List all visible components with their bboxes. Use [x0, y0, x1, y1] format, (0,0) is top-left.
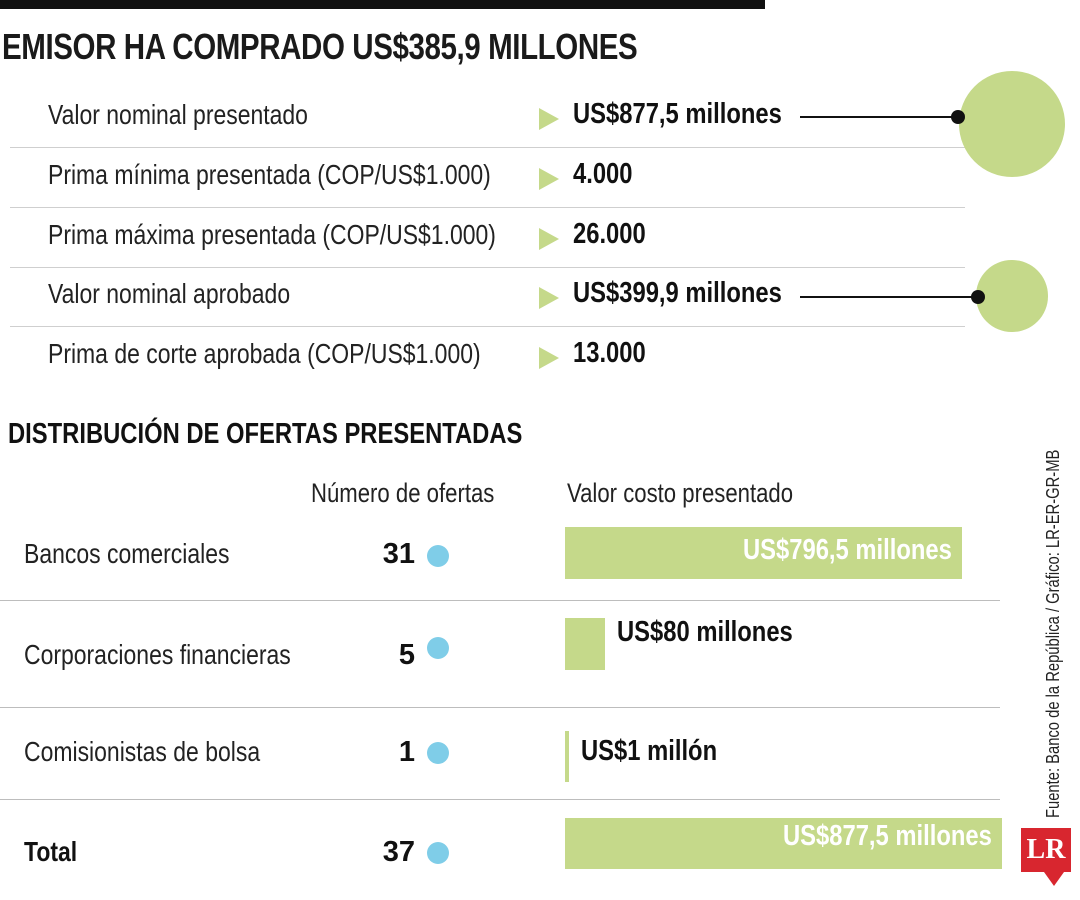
lr-logo-tail: [1044, 872, 1064, 886]
arrow-icon: [539, 228, 559, 250]
section-subtitle: DISTRIBUCIÓN DE OFERTAS PRESENTADAS: [8, 418, 635, 451]
table-row: Comisionistas de bolsa 1: [0, 708, 1000, 800]
leader-dot: [951, 110, 965, 124]
summary-label: Valor nominal aprobado: [48, 278, 291, 309]
summary-row-valor-nominal-presentado: Valor nominal presentado US$877,5 millon…: [10, 87, 965, 148]
summary-value: 4.000: [573, 158, 633, 190]
page-title-text: EMISOR HA COMPRADO US$385,9 MILLONES: [2, 26, 638, 67]
summary-row-prima-minima: Prima mínima presentada (COP/US$1.000) 4…: [10, 147, 965, 208]
count-dot-icon: [427, 637, 449, 659]
category-label: Corporaciones financieras: [24, 639, 291, 670]
value-bar: [565, 618, 605, 670]
value-bar-label: US$796,5 millones: [743, 534, 952, 566]
offer-count: 31: [382, 538, 415, 570]
arrow-icon: [539, 168, 559, 190]
summary-label: Valor nominal presentado: [48, 99, 308, 130]
arrow-icon: [539, 347, 559, 369]
summary-value: 26.000: [573, 218, 646, 250]
table-row: Corporaciones financieras 5: [0, 601, 1000, 708]
category-label: Comisionistas de bolsa: [24, 736, 261, 767]
value-bar-label: US$80 millones: [617, 616, 793, 648]
column-header-count: Número de ofertas: [311, 478, 535, 509]
category-label: Bancos comerciales: [24, 538, 230, 569]
table-row: Bancos comerciales 31: [0, 520, 1000, 601]
value-bar: [565, 527, 962, 579]
summary-value: 13.000: [573, 337, 646, 369]
summary-row-valor-nominal-aprobado: Valor nominal aprobado US$399,9 millones: [10, 266, 965, 327]
column-header-count-text: Número de ofertas: [311, 478, 495, 508]
offer-count: 1: [398, 736, 415, 768]
arrow-icon: [539, 108, 559, 130]
table-row-total: Total 37: [0, 800, 1000, 896]
source-credit-text: Fuente: Banco de la República / Gráfico:…: [1043, 449, 1063, 818]
value-bar: [565, 818, 1002, 869]
bubble-valor-nominal-aprobado: [976, 260, 1048, 332]
section-subtitle-text: DISTRIBUCIÓN DE OFERTAS PRESENTADAS: [8, 418, 523, 450]
count-dot-icon: [427, 742, 449, 764]
summary-value: US$399,9 millones: [573, 277, 782, 309]
top-rule: [0, 0, 765, 9]
offer-count: 37: [382, 836, 415, 868]
leader-line: [800, 296, 978, 298]
summary-label: Prima mínima presentada (COP/US$1.000): [48, 159, 491, 190]
offer-count: 5: [398, 639, 415, 671]
column-header-value: Valor costo presentado: [567, 478, 843, 509]
value-bar-label: US$877,5 millones: [783, 820, 992, 852]
category-label: Total: [24, 836, 78, 867]
summary-row-prima-maxima: Prima máxima presentada (COP/US$1.000) 2…: [10, 207, 965, 268]
arrow-icon: [539, 287, 559, 309]
summary-label: Prima de corte aprobada (COP/US$1.000): [48, 338, 481, 369]
bubble-valor-nominal-presentado: [959, 71, 1065, 177]
page-title: EMISOR HA COMPRADO US$385,9 MILLONES: [2, 26, 777, 68]
summary-label: Prima máxima presentada (COP/US$1.000): [48, 219, 496, 250]
lr-logo: LR: [1021, 828, 1071, 872]
source-credit: Fuente: Banco de la República / Gráfico:…: [1043, 369, 1064, 818]
summary-row-prima-de-corte: Prima de corte aprobada (COP/US$1.000) 1…: [10, 326, 965, 386]
count-dot-icon: [427, 545, 449, 567]
count-dot-icon: [427, 842, 449, 864]
leader-dot: [971, 290, 985, 304]
column-header-value-text: Valor costo presentado: [567, 478, 794, 508]
value-bar-label: US$1 millón: [581, 735, 718, 767]
value-bar: [565, 731, 569, 782]
leader-line: [800, 116, 958, 118]
summary-value: US$877,5 millones: [573, 98, 782, 130]
